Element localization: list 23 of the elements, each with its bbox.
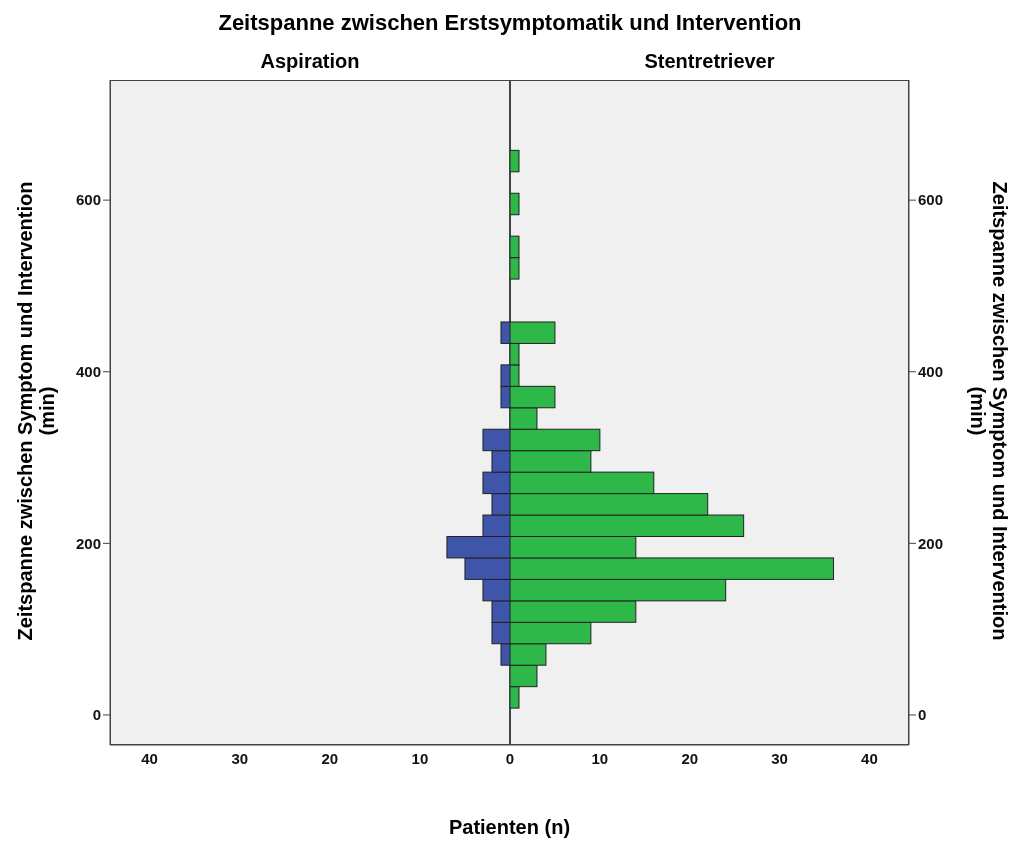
x-tick-label: 20 bbox=[681, 749, 699, 767]
y-tick-label: 0 bbox=[918, 706, 927, 724]
y-axis-title: Zeitspanne zwischen Symptom und Intervention (min) bbox=[967, 180, 1009, 642]
x-tick-label: 10 bbox=[411, 749, 429, 767]
chart-subtitle: Stentretriever bbox=[643, 50, 776, 73]
y-tick-label: 400 bbox=[918, 363, 944, 381]
x-tick-label: 10 bbox=[591, 749, 609, 767]
y-tick-label: 0 bbox=[92, 706, 101, 724]
y-tick-label: 200 bbox=[75, 534, 101, 552]
x-tick-label: 20 bbox=[321, 749, 339, 767]
chart-title: Zeitspanne zwischen Erstsymptomatik und Intervention bbox=[217, 10, 803, 36]
x-tick-label: 40 bbox=[141, 749, 158, 767]
x-axis-title: Patienten (n) bbox=[447, 816, 572, 839]
y-axis-title: Zeitspanne zwischen Symptom und Intervention (min) bbox=[14, 180, 58, 642]
x-tick-label: 30 bbox=[771, 749, 788, 767]
x-tick-label: 30 bbox=[231, 749, 249, 767]
x-tick-label: 40 bbox=[861, 749, 878, 767]
y-tick-label: 600 bbox=[918, 191, 944, 209]
chart-subtitle: Aspiration bbox=[259, 50, 361, 73]
y-tick-label: 400 bbox=[75, 363, 101, 381]
y-tick-label: 600 bbox=[75, 191, 101, 209]
x-tick-label: 0 bbox=[505, 749, 515, 767]
y-tick-label: 200 bbox=[918, 534, 944, 552]
